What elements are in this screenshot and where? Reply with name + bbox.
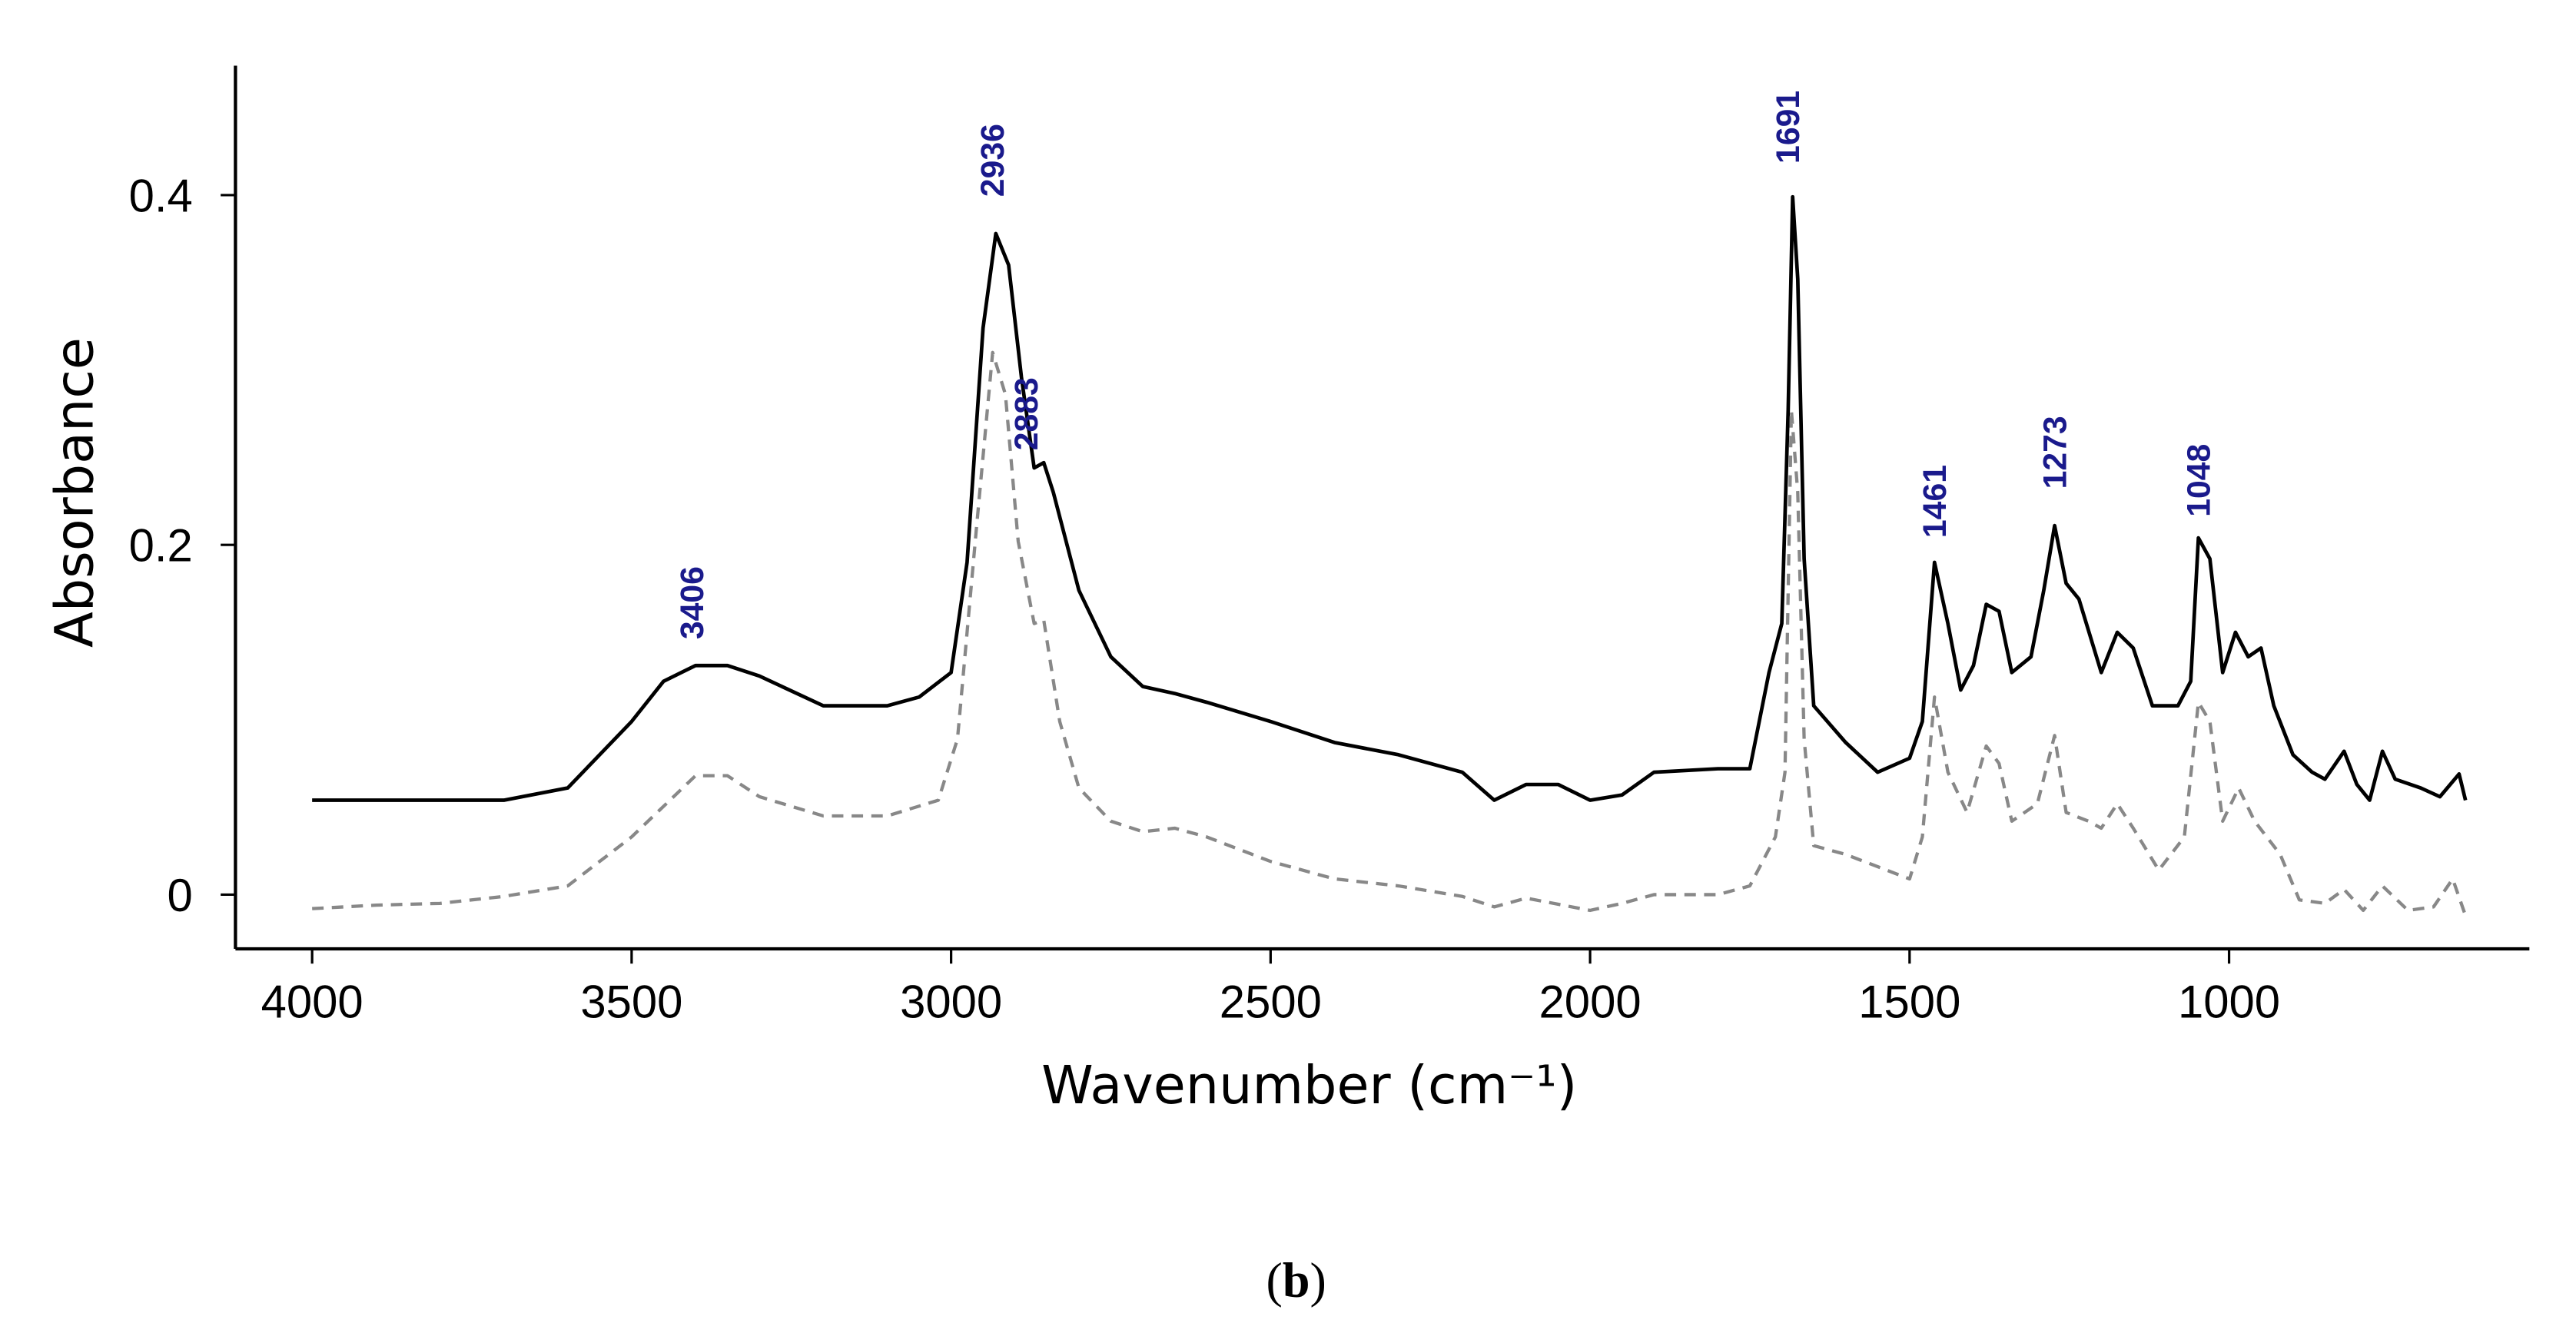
peak-label: 1048 [2181, 444, 2218, 517]
x-tick-label: 2500 [1220, 977, 1322, 1028]
peak-label: 1691 [1770, 91, 1807, 164]
x-tick-label: 3500 [580, 977, 682, 1028]
caption-close: ) [1310, 1253, 1326, 1308]
peak-label: 2936 [974, 124, 1011, 197]
x-tick-label: 3000 [900, 977, 1002, 1028]
peak-label: 2883 [1008, 377, 1045, 450]
y-tick-label: 0.2 [129, 520, 193, 572]
peak-label: 1461 [1917, 465, 1954, 538]
spectrum-line [312, 194, 2468, 802]
y-tick-label: 0.4 [129, 170, 193, 221]
spectrum-line [312, 350, 2468, 917]
x-tick-label: 1500 [1858, 977, 1960, 1028]
caption-open: ( [1266, 1253, 1283, 1308]
peak-label: 3406 [674, 566, 711, 639]
x-tick-label: 4000 [261, 977, 363, 1028]
x-tick-label: 1000 [2178, 977, 2280, 1028]
y-axis-title: Absorbance [45, 337, 105, 648]
caption: (b) [1266, 1253, 1326, 1308]
y-tick-label: 0 [168, 870, 193, 921]
x-tick-label: 2000 [1539, 977, 1642, 1028]
peak-label: 1273 [2037, 416, 2074, 489]
x-axis-title: Wavenumber (cm⁻¹) [1041, 1056, 1577, 1116]
caption-letter: b [1283, 1253, 1310, 1308]
